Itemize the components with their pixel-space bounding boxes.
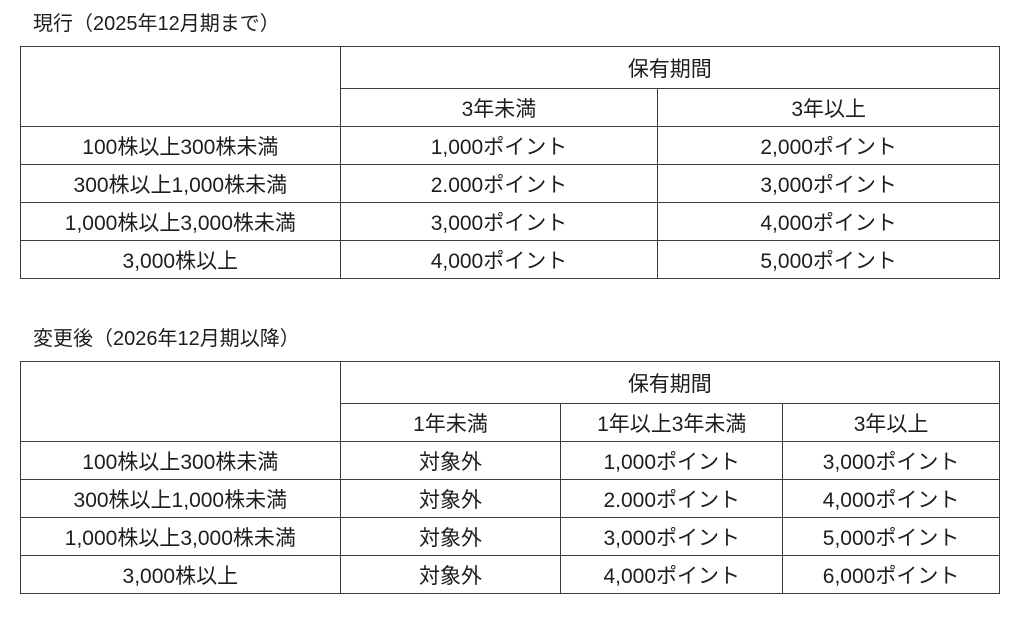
row-label: 1,000株以上3,000株未満 xyxy=(20,202,341,241)
table-row: 1,000株以上3,000株未満 対象外 3,000ポイント 5,000ポイント xyxy=(20,517,1000,556)
points-cell: 6,000ポイント xyxy=(782,555,1000,594)
points-cell: 2,000ポイント xyxy=(657,126,1000,165)
points-cell: 1,000ポイント xyxy=(339,126,659,165)
points-cell: 3,000ポイント xyxy=(657,164,1000,203)
col-header-under-1y: 1年未満 xyxy=(339,403,562,442)
table-row: 3,000株以上 対象外 4,000ポイント 6,000ポイント xyxy=(20,555,1000,594)
excluded-cell: 対象外 xyxy=(339,479,562,518)
points-cell: 1,000ポイント xyxy=(560,441,784,480)
header-row-columns: 3年未満 3年以上 xyxy=(21,88,1000,127)
points-cell: 3,000ポイント xyxy=(339,202,659,241)
revised-plan-title: 変更後（2026年12月期以降） xyxy=(33,328,300,350)
current-plan-section: 現行（2025年12月期まで） 保有期間 3年未満 3年以上 100株以上300… xyxy=(20,10,1001,279)
points-cell: 3,000ポイント xyxy=(782,441,1000,480)
points-cell: 4,000ポイント xyxy=(560,555,784,594)
row-label: 300株以上1,000株未満 xyxy=(20,164,341,203)
col-header-under-3y: 3年未満 xyxy=(339,88,659,127)
row-label: 1,000株以上3,000株未満 xyxy=(20,517,341,556)
points-cell: 2.000ポイント xyxy=(339,164,659,203)
table-row: 300株以上1,000株未満 対象外 2.000ポイント 4,000ポイント xyxy=(20,479,1000,518)
excluded-cell: 対象外 xyxy=(339,517,562,556)
empty-corner-cell xyxy=(20,361,341,442)
points-cell: 4,000ポイント xyxy=(657,202,1000,241)
empty-corner-cell xyxy=(20,46,341,127)
table-row: 1,000株以上3,000株未満 3,000ポイント 4,000ポイント xyxy=(20,202,1000,241)
points-cell: 4,000ポイント xyxy=(339,240,659,279)
row-label: 100株以上300株未満 xyxy=(20,126,341,165)
current-plan-title: 現行（2025年12月期まで） xyxy=(33,13,280,35)
table-row: 100株以上300株未満 1,000ポイント 2,000ポイント xyxy=(20,126,1000,165)
table-row: 3,000株以上 4,000ポイント 5,000ポイント xyxy=(20,240,1000,279)
holding-period-header: 保有期間 xyxy=(339,46,1001,89)
row-label: 300株以上1,000株未満 xyxy=(20,479,341,518)
table-row: 100株以上300株未満 対象外 1,000ポイント 3,000ポイント xyxy=(20,441,1000,480)
col-header-1y-to-3y: 1年以上3年未満 xyxy=(560,403,784,442)
header-row-columns: 1年未満 1年以上3年未満 3年以上 xyxy=(21,403,1000,442)
header-row-period: 保有期間 xyxy=(20,361,1001,442)
points-cell: 4,000ポイント xyxy=(782,479,1000,518)
row-label: 3,000株以上 xyxy=(20,240,341,279)
row-label: 100株以上300株未満 xyxy=(20,441,341,480)
revised-benefits-table: 保有期間 1年未満 1年以上3年未満 3年以上 100株以上300株未満 対象外… xyxy=(20,361,1001,594)
points-cell: 5,000ポイント xyxy=(782,517,1000,556)
points-cell: 5,000ポイント xyxy=(657,240,1000,279)
col-header-over-3y: 3年以上 xyxy=(782,403,1000,442)
holding-period-header: 保有期間 xyxy=(339,361,1001,404)
header-row-period: 保有期間 xyxy=(20,46,1001,127)
points-cell: 3,000ポイント xyxy=(560,517,784,556)
excluded-cell: 対象外 xyxy=(339,441,562,480)
points-cell: 2.000ポイント xyxy=(560,479,784,518)
table-row: 300株以上1,000株未満 2.000ポイント 3,000ポイント xyxy=(20,164,1000,203)
col-header-over-3y: 3年以上 xyxy=(657,88,1000,127)
revised-plan-section: 変更後（2026年12月期以降） 保有期間 1年未満 1年以上3年未満 3年以上… xyxy=(20,325,1001,594)
excluded-cell: 対象外 xyxy=(339,555,562,594)
current-benefits-table: 保有期間 3年未満 3年以上 100株以上300株未満 1,000ポイント 2,… xyxy=(20,46,1001,279)
row-label: 3,000株以上 xyxy=(20,555,341,594)
